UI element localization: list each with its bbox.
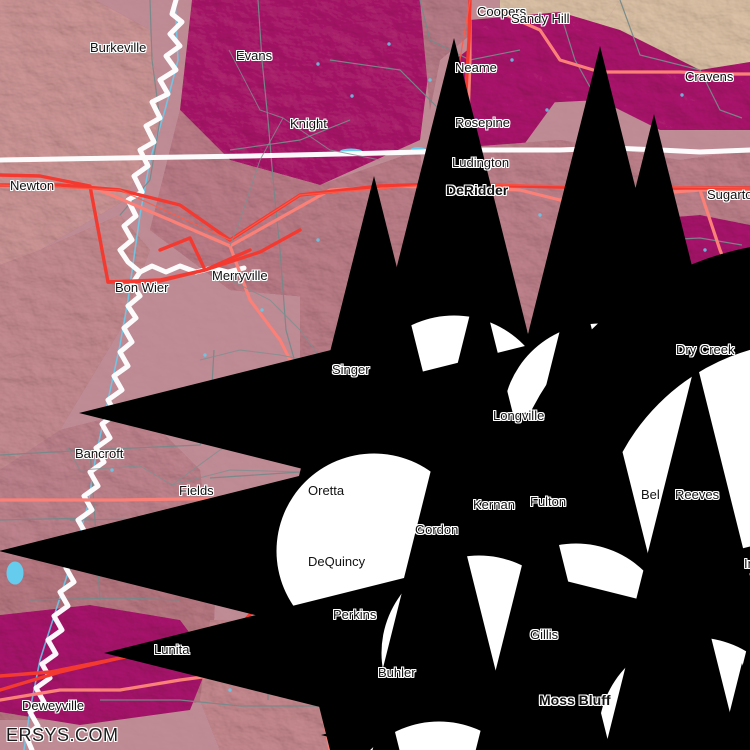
city-cross-icon <box>168 481 611 750</box>
city-cross-icon <box>630 485 639 494</box>
city-cross-icon <box>367 663 750 750</box>
city-cross-icon <box>696 185 750 574</box>
city-label: Ind <box>744 556 750 571</box>
city-cross-icon <box>500 9 750 447</box>
city-label: Merryville <box>212 268 268 283</box>
city-label: Longville <box>493 408 545 423</box>
city-cross-icon <box>665 340 750 737</box>
city-label: Sandy Hill <box>511 11 570 26</box>
city-label: Gillis <box>530 627 559 642</box>
city-cross-icon <box>462 495 471 504</box>
city-label: Rosepine <box>455 115 510 130</box>
city-label: Evans <box>236 48 273 63</box>
city-cross-icon <box>519 492 528 501</box>
city-label: Bel <box>641 487 660 502</box>
city-cross-icon <box>201 266 750 750</box>
city-label: Burkeville <box>90 40 147 55</box>
city-cross-icon <box>664 485 673 494</box>
city-cross-icon <box>322 605 734 750</box>
city-label: Kernan <box>473 497 515 512</box>
city-cross-icon <box>441 153 750 639</box>
city-label: Newton <box>10 178 55 193</box>
city-cross-icon <box>482 406 750 750</box>
city-cross-icon <box>64 444 538 750</box>
city-label: Fields <box>179 483 214 498</box>
city-label: Deweyville <box>22 698 85 713</box>
city-label: Bancroft <box>75 446 124 461</box>
city-label: Gordon <box>415 522 459 537</box>
city-cross-icon <box>225 46 750 750</box>
city-label: DeRidder <box>446 182 509 198</box>
city-cross-icon <box>279 114 750 750</box>
city-cross-icon <box>79 38 750 750</box>
city-cross-icon <box>297 552 722 750</box>
city-label: Cravens <box>685 69 734 84</box>
city-cross-icon <box>519 625 528 634</box>
city-label: DeQuincy <box>308 554 366 569</box>
city-cross-icon <box>11 696 400 750</box>
city-label: Oretta <box>308 483 345 498</box>
city-label: Lunita <box>154 642 190 657</box>
city-cross-icon <box>733 554 742 563</box>
city-label: Neame <box>455 60 497 75</box>
city-cross-icon <box>321 360 750 750</box>
city-label: Bon Wier <box>115 280 169 295</box>
city-cross-icon <box>104 278 750 750</box>
city-label: Ludington <box>452 155 510 170</box>
city-cross-icon <box>404 520 750 750</box>
city-cross-icon <box>444 58 750 532</box>
city-label: Coopers <box>477 4 527 19</box>
watermark: ERSYS.COM <box>6 725 119 745</box>
city-label: Moss Bluff <box>539 692 611 708</box>
city-label: Sugartown <box>707 187 750 202</box>
city-cross-icon <box>143 640 546 750</box>
city-label: Reeves <box>675 487 720 502</box>
city-cross-icon <box>0 176 749 750</box>
city-cross-icon <box>466 2 750 448</box>
city-cross-icon <box>297 481 740 750</box>
city-label: Knight <box>290 116 327 131</box>
city-label: Perkins <box>333 607 377 622</box>
city-label: Fulton <box>530 494 567 509</box>
city-circle-icon <box>434 179 750 750</box>
city-label: Singer <box>332 362 370 377</box>
city-label: Buhler <box>378 665 416 680</box>
city-label: Dry Creek <box>676 342 735 357</box>
